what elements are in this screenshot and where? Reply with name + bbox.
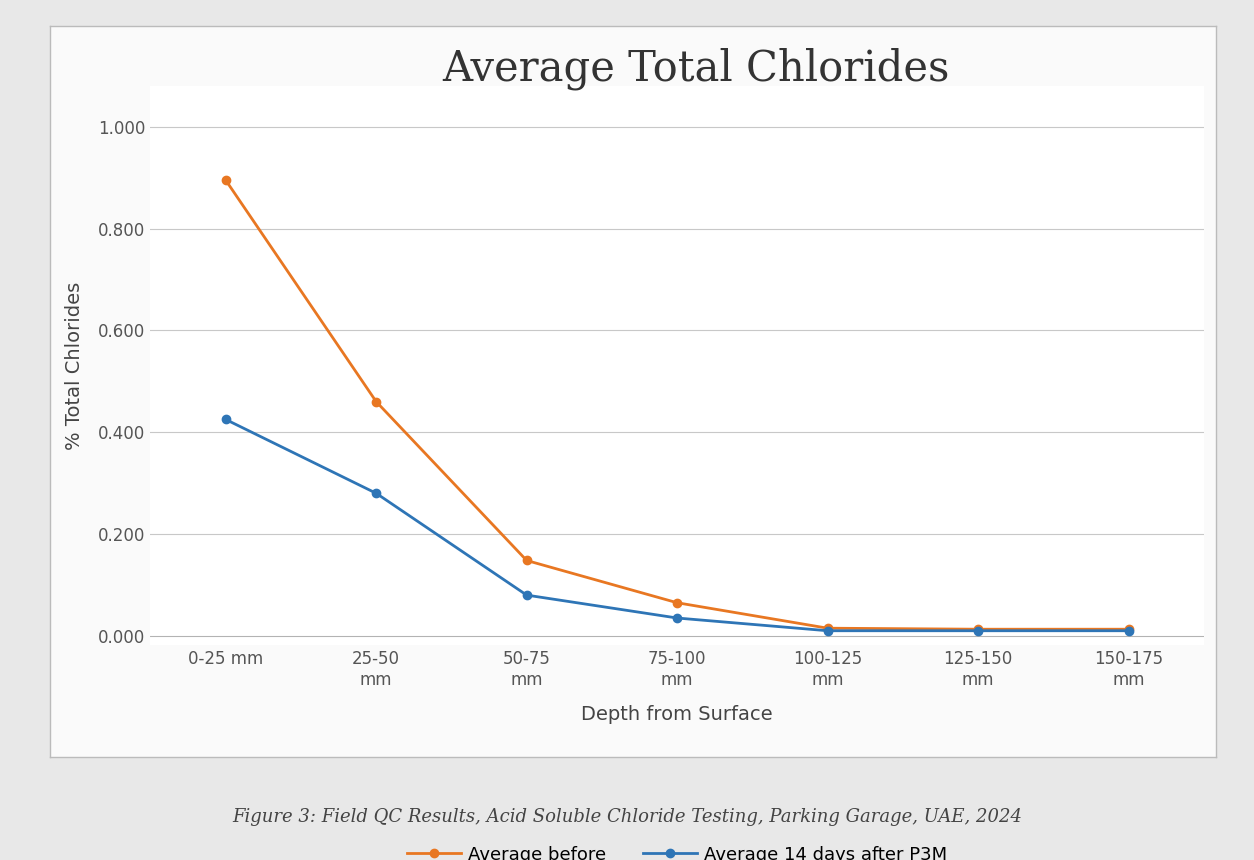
Line: Average before: Average before <box>222 176 1132 633</box>
Average before <box>971 624 986 635</box>
Average 14 days after P3M <box>971 625 986 636</box>
Average before <box>820 623 835 633</box>
Average 14 days after P3M <box>1121 625 1136 636</box>
Average before <box>1121 624 1136 635</box>
Average before <box>369 396 384 407</box>
X-axis label: Depth from Surface: Depth from Surface <box>582 705 772 724</box>
Average 14 days after P3M <box>519 590 534 600</box>
Average before <box>670 598 685 608</box>
Text: Average Total Chlorides: Average Total Chlorides <box>443 47 949 90</box>
Average before <box>519 556 534 566</box>
Average 14 days after P3M <box>670 613 685 624</box>
Legend: Average before, Average 14 days after P3M: Average before, Average 14 days after P3… <box>400 838 954 860</box>
Y-axis label: % Total Chlorides: % Total Chlorides <box>65 281 84 450</box>
Average before <box>218 175 233 186</box>
Average 14 days after P3M <box>218 415 233 425</box>
Average 14 days after P3M <box>820 625 835 636</box>
Text: Figure 3: Field QC Results, Acid Soluble Chloride Testing, Parking Garage, UAE, : Figure 3: Field QC Results, Acid Soluble… <box>232 808 1022 826</box>
Line: Average 14 days after P3M: Average 14 days after P3M <box>222 415 1132 635</box>
Average 14 days after P3M <box>369 488 384 499</box>
